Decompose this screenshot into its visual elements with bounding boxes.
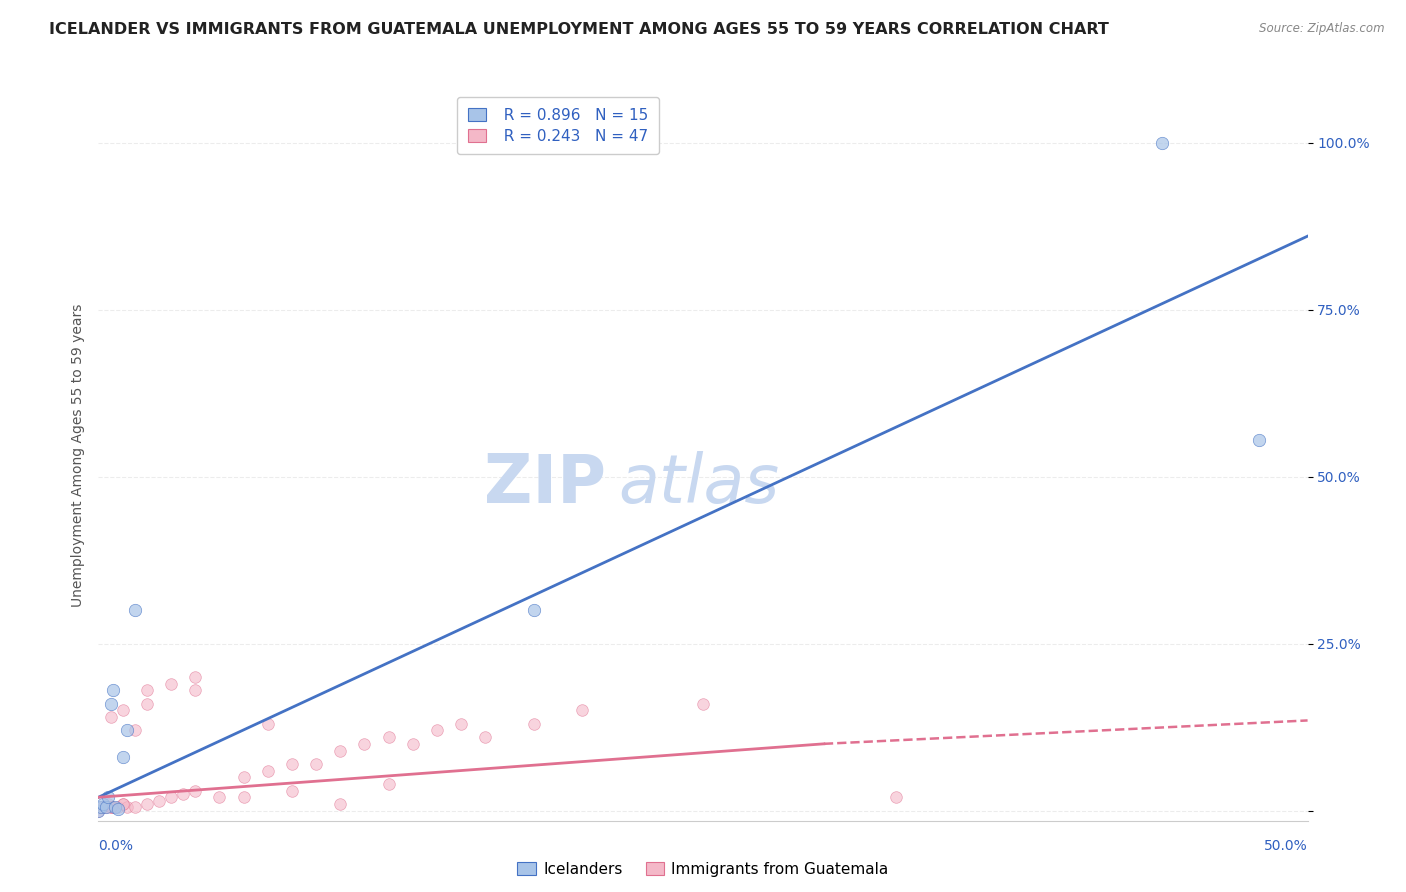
Text: 0.0%: 0.0%	[98, 838, 134, 853]
Point	[107, 800, 129, 814]
Point	[281, 756, 304, 771]
Point	[124, 723, 146, 738]
Point	[450, 716, 472, 731]
Point	[100, 697, 122, 711]
Y-axis label: Unemployment Among Ages 55 to 59 years: Unemployment Among Ages 55 to 59 years	[70, 303, 84, 607]
Point	[91, 800, 114, 814]
Point	[523, 716, 546, 731]
Point	[90, 800, 112, 814]
Point	[160, 676, 183, 690]
Point	[208, 790, 231, 805]
Point	[353, 737, 375, 751]
Point	[97, 797, 120, 811]
Point	[305, 756, 328, 771]
Point	[97, 790, 120, 805]
Point	[100, 710, 122, 724]
Point	[329, 743, 352, 757]
Point	[232, 790, 254, 805]
Point	[87, 804, 110, 818]
Point	[101, 800, 124, 814]
Point	[104, 800, 127, 814]
Point	[184, 683, 207, 698]
Point	[135, 683, 157, 698]
Text: atlas: atlas	[619, 451, 779, 517]
Point	[184, 670, 207, 684]
Point	[111, 797, 134, 811]
Point	[94, 800, 117, 814]
Point	[377, 777, 399, 791]
Text: Source: ZipAtlas.com: Source: ZipAtlas.com	[1260, 22, 1385, 36]
Point	[135, 797, 157, 811]
Text: ICELANDER VS IMMIGRANTS FROM GUATEMALA UNEMPLOYMENT AMONG AGES 55 TO 59 YEARS CO: ICELANDER VS IMMIGRANTS FROM GUATEMALA U…	[49, 22, 1109, 37]
Point	[474, 730, 496, 744]
Point	[571, 703, 593, 717]
Point	[184, 783, 207, 797]
Point	[281, 783, 304, 797]
Point	[111, 703, 134, 717]
Point	[124, 603, 146, 617]
Point	[1249, 433, 1271, 447]
Point	[1152, 136, 1174, 150]
Point	[117, 723, 139, 738]
Point	[426, 723, 449, 738]
Point	[256, 764, 278, 778]
Point	[101, 683, 124, 698]
Point	[256, 716, 278, 731]
Text: ZIP: ZIP	[484, 451, 606, 517]
Point	[172, 787, 194, 801]
Point	[100, 800, 122, 814]
Text: 50.0%: 50.0%	[1264, 838, 1308, 853]
Point	[148, 794, 170, 808]
Point	[402, 737, 425, 751]
Point	[135, 697, 157, 711]
Point	[107, 802, 129, 816]
Point	[692, 697, 714, 711]
Point	[232, 770, 254, 784]
Legend: Icelanders, Immigrants from Guatemala: Icelanders, Immigrants from Guatemala	[509, 854, 897, 884]
Point	[886, 790, 908, 805]
Legend:   R = 0.896   N = 15,   R = 0.243   N = 47: R = 0.896 N = 15, R = 0.243 N = 47	[457, 97, 658, 154]
Point	[91, 797, 114, 811]
Point	[94, 800, 117, 814]
Point	[100, 800, 122, 814]
Point	[111, 750, 134, 764]
Point	[124, 800, 146, 814]
Point	[117, 800, 139, 814]
Point	[523, 603, 546, 617]
Point	[90, 800, 112, 814]
Point	[160, 790, 183, 805]
Point	[377, 730, 399, 744]
Point	[111, 797, 134, 811]
Point	[329, 797, 352, 811]
Point	[87, 804, 110, 818]
